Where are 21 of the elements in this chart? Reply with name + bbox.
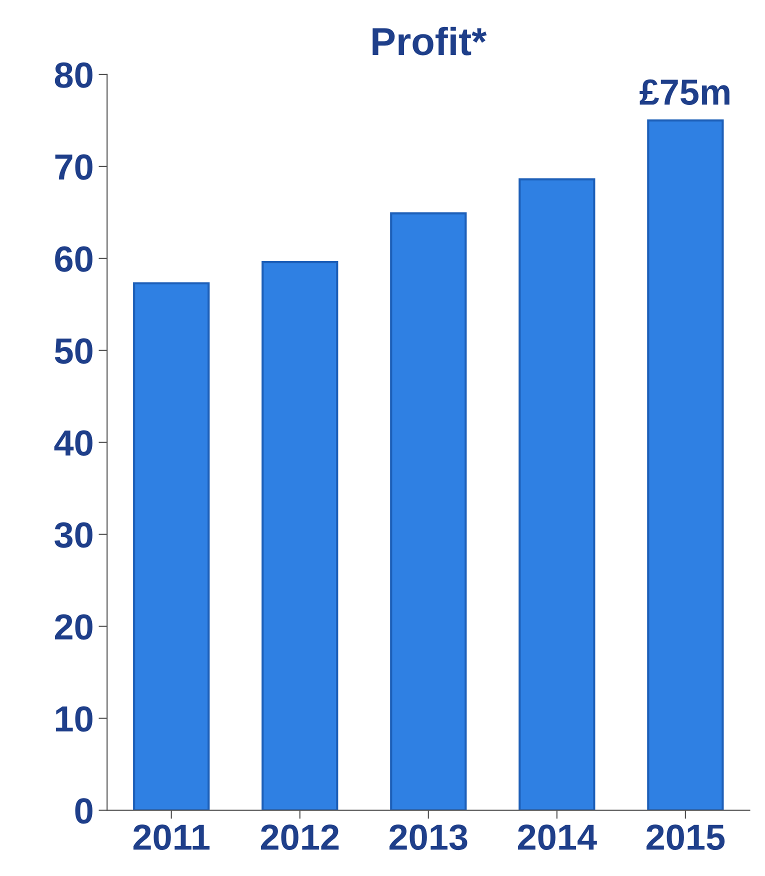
bar — [390, 212, 467, 810]
y-tick-label: 60 — [55, 246, 92, 272]
y-tick-label: 50 — [54, 338, 92, 364]
y-tick-label: 80 — [54, 62, 92, 88]
bar — [647, 119, 724, 810]
x-tick-label: 2014 — [518, 824, 597, 850]
y-tick-label: 20 — [54, 614, 92, 640]
bar — [262, 261, 338, 810]
y-tick-label: 30 — [54, 522, 92, 548]
bar — [133, 282, 210, 810]
y-tick-label: 0 — [75, 798, 92, 824]
y-tick-label: 40 — [54, 430, 92, 456]
data-label: £75m — [640, 79, 730, 105]
x-tick-label: 2013 — [389, 824, 468, 850]
chart-title: Profit* — [372, 26, 487, 56]
y-tick-label: 10 — [56, 706, 92, 732]
x-tick-label: 2012 — [260, 824, 339, 850]
bar — [518, 178, 596, 810]
x-tick-label: 2011 — [133, 824, 210, 850]
y-tick-label: 70 — [55, 154, 92, 180]
x-tick-label: 2015 — [646, 824, 725, 850]
